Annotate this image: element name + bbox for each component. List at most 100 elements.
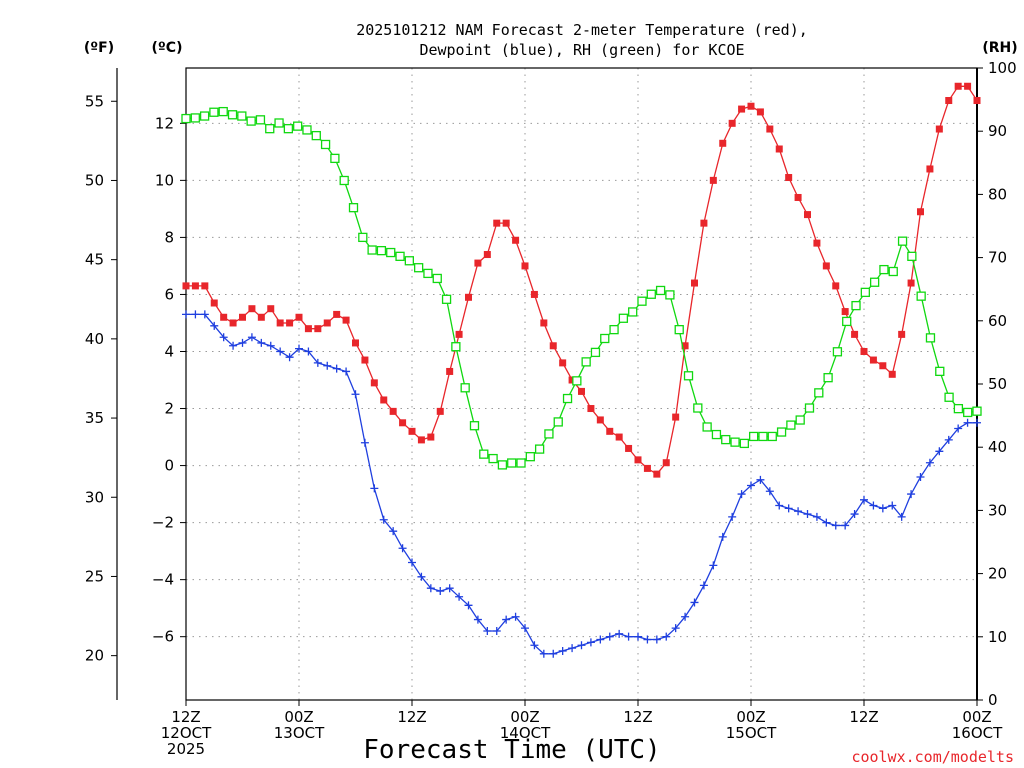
rh-point-79 <box>916 291 926 301</box>
2-meter-temperature-point-47 <box>625 444 633 452</box>
rh-tick-label-6: 60 <box>988 312 1007 330</box>
rh-tick-label-8: 80 <box>988 185 1007 203</box>
rh-point-33 <box>488 453 498 464</box>
2-meter-temperature-point-0 <box>182 282 190 290</box>
dewpoint-point-53 <box>681 612 690 621</box>
rh-point-17 <box>339 175 349 186</box>
c-tick-label-1: −4 <box>152 571 174 589</box>
f-tick-label-6: 50 <box>85 171 104 189</box>
rh-point-66 <box>795 415 805 425</box>
2-meter-temperature-point-15 <box>323 319 331 327</box>
2-meter-temperature-point-71 <box>851 330 859 338</box>
rh-point-54 <box>683 371 694 381</box>
2-meter-temperature-point-4 <box>220 313 228 321</box>
x-tick-label-1-1: 13OCT <box>274 724 325 742</box>
dewpoint-point-39 <box>549 649 558 658</box>
2-meter-temperature-point-34 <box>502 219 510 227</box>
dewpoint-point-20 <box>370 484 379 493</box>
dewpoint-point-62 <box>765 487 774 496</box>
rh-point-12 <box>293 121 303 131</box>
rh-point-23 <box>395 251 405 261</box>
plot-gridlines <box>186 68 977 700</box>
2-meter-temperature-point-42 <box>578 387 585 395</box>
dewpoint-point-19 <box>360 438 369 447</box>
2-meter-temperature-line <box>186 85 978 475</box>
2-meter-temperature-point-32 <box>483 251 491 259</box>
rh-point-46 <box>609 324 619 335</box>
rh-point-5 <box>227 110 238 120</box>
chart-title: 2025101212 NAM Forecast 2-meter Temperat… <box>356 21 808 59</box>
2-meter-temperature-point-48 <box>634 456 642 464</box>
2-meter-temperature-point-33 <box>493 219 501 227</box>
dewpoint-point-54 <box>690 598 699 607</box>
2-meter-temperature-point-51 <box>662 459 670 467</box>
rh-point-55 <box>693 403 703 413</box>
dewpoint-point-38 <box>539 649 548 658</box>
x-tick-label-0-1: 12OCT <box>161 724 212 742</box>
dewpoint-point-84 <box>973 418 981 427</box>
2-meter-temperature-point-70 <box>841 308 849 316</box>
rh-point-78 <box>907 251 917 261</box>
dewpoint-point-10 <box>276 347 285 356</box>
rh-tick-label-1: 10 <box>988 628 1007 646</box>
rh-point-53 <box>674 324 684 335</box>
x-tick-label-6-0: 12Z <box>849 708 878 726</box>
c-tick-label-9: 12 <box>155 114 174 132</box>
dewpoint-point-81 <box>944 435 953 444</box>
c-tick-label-5: 4 <box>164 342 174 360</box>
dewpoint-point-65 <box>794 507 803 516</box>
dewpoint-point-14 <box>313 358 322 367</box>
rh-tick-label-9: 90 <box>988 122 1007 140</box>
rh-point-51 <box>655 285 666 296</box>
rh-point-30 <box>460 383 470 393</box>
rh-point-6 <box>237 111 247 121</box>
2-meter-temperature-point-78 <box>917 208 924 216</box>
dewpoint-point-79 <box>925 458 934 467</box>
dewpoint-point-13 <box>304 347 313 356</box>
rh-point-56 <box>702 422 712 432</box>
dewpoint-point-36 <box>521 624 529 633</box>
dewpoint-point-75 <box>888 501 897 510</box>
2-meter-temperature-point-61 <box>756 108 764 116</box>
rh-point-7 <box>246 116 256 126</box>
2-meter-temperature-point-65 <box>794 193 802 201</box>
dewpoint-point-51 <box>662 632 671 641</box>
dewpoint-point-69 <box>831 521 840 530</box>
rh-point-16 <box>330 153 340 164</box>
2-meter-temperature-point-74 <box>879 362 887 370</box>
dewpoint-point-25 <box>417 572 426 581</box>
rh-point-37 <box>525 452 535 462</box>
dewpoint-point-47 <box>624 632 633 641</box>
2-meter-temperature-point-69 <box>832 282 840 290</box>
2-meter-temperature-point-16 <box>333 310 341 318</box>
dewpoint-point-35 <box>511 612 520 621</box>
credit-text: coolwx.com/modelts <box>851 748 1014 766</box>
rh-point-15 <box>320 139 331 150</box>
dewpoint-point-4 <box>219 333 228 342</box>
rh-tick-label-4: 40 <box>988 438 1007 456</box>
dewpoint-point-11 <box>285 353 294 362</box>
dewpoint-point-34 <box>502 615 511 624</box>
2-meter-temperature-point-25 <box>417 436 425 444</box>
dewpoint-point-32 <box>483 626 492 635</box>
rh-tick-label-10: 100 <box>988 59 1017 77</box>
2-meter-temperature-point-77 <box>907 279 915 287</box>
dewpoint-point-77 <box>907 490 916 499</box>
rh-point-20 <box>367 245 377 255</box>
rh-point-82 <box>944 392 954 402</box>
2-meter-temperature-point-64 <box>785 174 793 182</box>
2-meter-temperature-point-40 <box>559 359 567 367</box>
rh-point-65 <box>786 420 796 430</box>
c-tick-label-6: 6 <box>164 285 174 303</box>
x-tick-label-1-0: 00Z <box>284 708 313 726</box>
2-meter-temperature-point-20 <box>370 379 378 387</box>
x-tick-label-2-0: 12Z <box>397 708 426 726</box>
rh-point-50 <box>646 289 656 299</box>
2-meter-temperature-point-28 <box>446 367 454 375</box>
x-tick-label-7-0: 00Z <box>962 708 991 726</box>
dewpoint-point-82 <box>954 424 963 433</box>
dewpoint-point-27 <box>436 587 445 596</box>
2-meter-temperature-point-19 <box>361 356 369 364</box>
rh-tick-label-2: 20 <box>988 565 1007 583</box>
rh-point-18 <box>348 203 359 213</box>
